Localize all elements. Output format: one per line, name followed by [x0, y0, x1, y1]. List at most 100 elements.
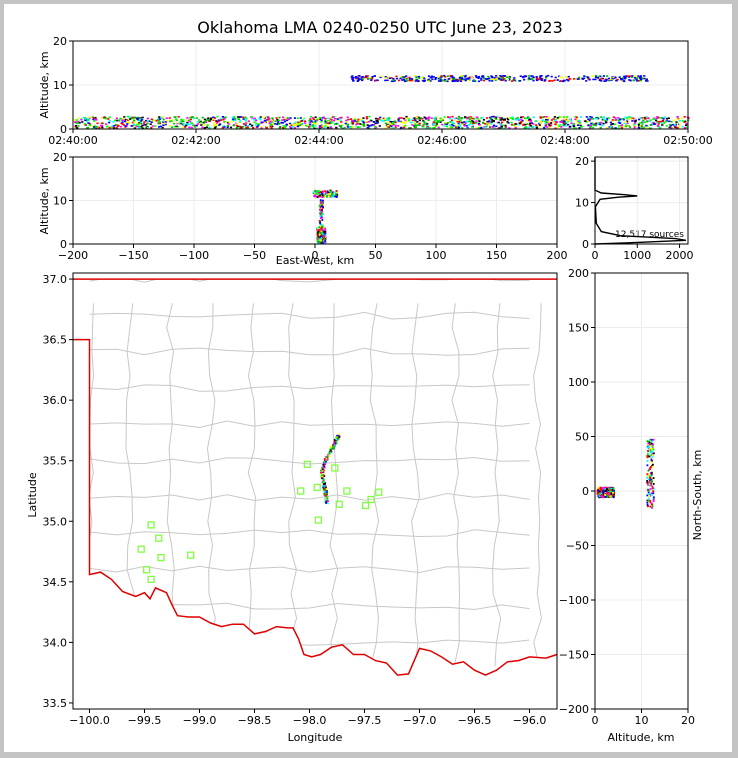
source-mark: [137, 125, 140, 128]
source-mark: [623, 80, 626, 83]
source-mark: [331, 190, 334, 193]
county-line: [533, 303, 543, 667]
source-mark: [507, 75, 510, 77]
source-mark: [527, 78, 530, 81]
source-mark: [652, 490, 654, 493]
source-mark: [323, 466, 326, 468]
source-mark: [292, 124, 295, 127]
source-mark: [352, 125, 355, 128]
source-mark: [181, 119, 184, 121]
source-mark: [173, 125, 176, 128]
source-mark: [390, 127, 393, 130]
source-mark: [612, 77, 615, 80]
source-mark: [100, 122, 103, 125]
source-mark: [247, 120, 250, 122]
source-mark: [328, 190, 331, 192]
source-mark: [604, 488, 606, 490]
source-mark: [565, 78, 568, 81]
source-mark: [651, 485, 654, 488]
source-mark: [362, 121, 365, 124]
source-mark: [309, 118, 312, 120]
source-mark: [296, 125, 299, 128]
source-mark: [415, 116, 419, 119]
source-mark: [158, 126, 161, 128]
source-mark: [296, 122, 299, 124]
source-mark: [607, 489, 610, 492]
source-mark: [323, 490, 326, 492]
source-mark: [656, 121, 659, 123]
source-mark: [543, 116, 546, 118]
source-mark: [326, 190, 329, 193]
source-mark: [319, 206, 322, 209]
source-mark: [108, 126, 111, 129]
source-mark: [452, 80, 455, 83]
source-mark: [376, 119, 379, 121]
source-mark: [414, 122, 417, 125]
source-mark: [458, 125, 461, 127]
source-mark: [591, 75, 594, 77]
source-mark: [612, 127, 615, 130]
source-mark: [80, 118, 83, 121]
source-mark: [223, 120, 226, 123]
source-mark: [319, 204, 321, 206]
lma-station-marker: [143, 566, 151, 574]
source-mark: [199, 120, 202, 123]
altitude-tick-label: 0: [60, 123, 67, 136]
source-mark: [469, 76, 472, 79]
source-mark: [228, 121, 231, 124]
source-mark: [324, 122, 327, 125]
source-mark: [482, 119, 486, 121]
source-mark: [455, 78, 458, 81]
source-mark: [647, 481, 650, 484]
source-mark: [459, 117, 462, 119]
source-mark: [189, 117, 192, 119]
source-mark: [465, 116, 468, 119]
lma-station-marker: [297, 487, 305, 495]
source-mark: [278, 119, 281, 122]
source-mark: [467, 124, 470, 126]
source-mark: [208, 126, 211, 129]
source-mark: [316, 233, 319, 236]
longitude-tick-label: −96.0: [513, 714, 547, 727]
source-mark: [502, 119, 506, 122]
source-mark: [518, 123, 521, 126]
source-mark: [316, 190, 319, 193]
source-mark: [472, 80, 475, 82]
source-mark: [645, 127, 649, 129]
source-mark: [497, 121, 501, 124]
source-mark: [417, 75, 421, 78]
source-mark: [207, 117, 210, 119]
source-mark: [457, 117, 460, 119]
source-mark: [506, 79, 510, 81]
source-mark: [110, 126, 113, 129]
source-mark: [676, 127, 679, 129]
source-mark: [541, 119, 545, 121]
source-mark: [576, 117, 579, 120]
source-mark: [133, 121, 136, 123]
source-mark: [204, 119, 208, 122]
source-mark: [464, 116, 467, 118]
source-mark: [650, 438, 653, 441]
source-mark: [494, 79, 497, 82]
source-mark: [322, 470, 325, 472]
source-mark: [340, 116, 343, 119]
source-mark: [504, 79, 507, 82]
source-mark: [222, 125, 225, 127]
source-mark: [624, 121, 627, 123]
source-mark: [448, 116, 451, 119]
source-mark: [404, 122, 407, 124]
source-mark: [458, 77, 461, 79]
source-mark: [77, 122, 80, 124]
source-mark: [451, 75, 454, 77]
source-mark: [612, 495, 615, 498]
source-mark: [520, 116, 523, 119]
source-mark: [494, 117, 497, 120]
source-mark: [391, 121, 394, 124]
source-mark: [422, 126, 425, 128]
county-line: [89, 565, 530, 574]
source-mark: [610, 126, 614, 129]
source-mark: [108, 121, 111, 124]
source-mark: [371, 76, 374, 78]
source-mark: [658, 116, 661, 119]
source-mark: [512, 124, 515, 126]
